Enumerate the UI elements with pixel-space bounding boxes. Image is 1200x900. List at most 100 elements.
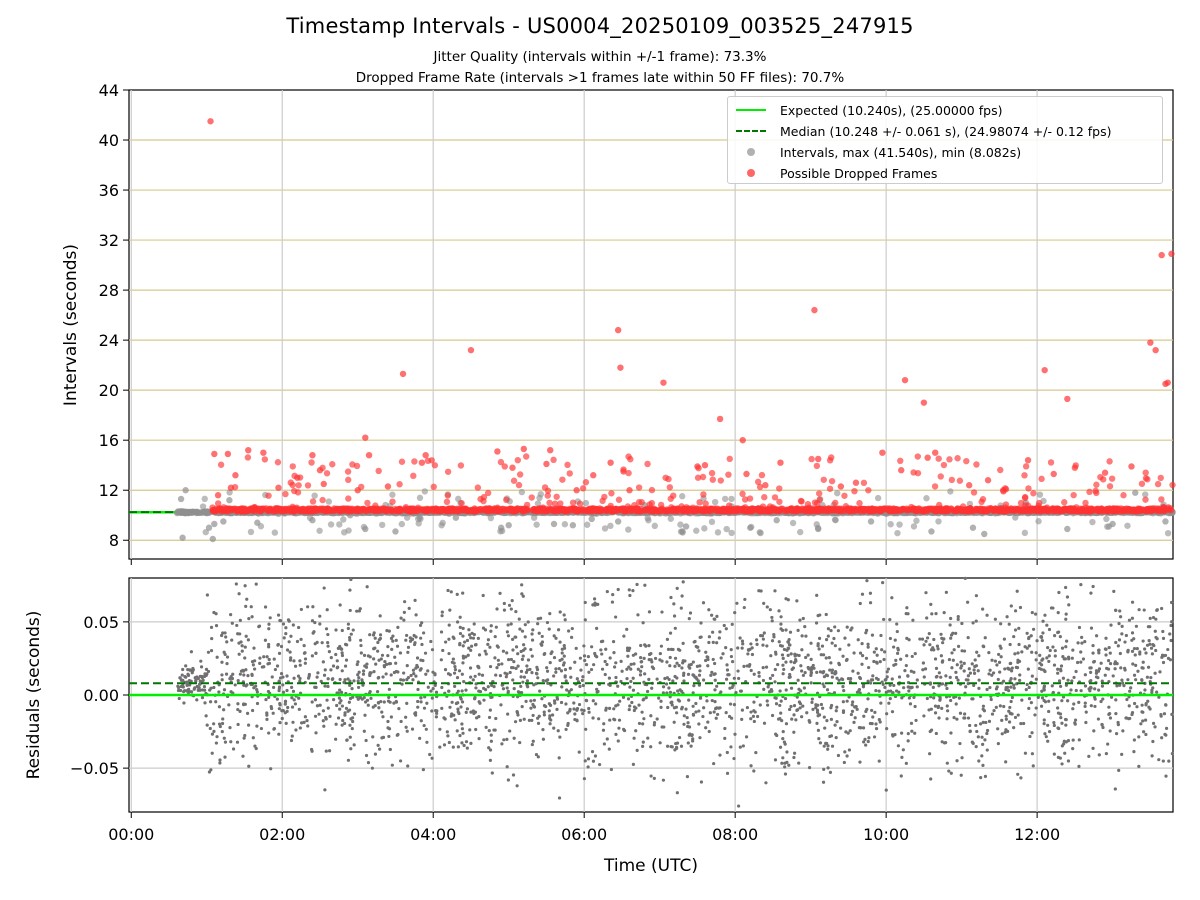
residual-point xyxy=(419,700,423,704)
dropped-outlier-point xyxy=(399,370,407,378)
dropped-point xyxy=(444,492,451,499)
dropped-point xyxy=(1165,504,1172,511)
dropped-point xyxy=(1021,472,1028,479)
residual-point xyxy=(578,656,582,660)
residual-point xyxy=(801,704,805,708)
residual-point xyxy=(983,774,988,778)
dropped-point xyxy=(1061,499,1068,506)
dropped-point xyxy=(946,456,953,463)
residual-point xyxy=(1079,583,1083,587)
dropped-point xyxy=(516,471,524,478)
dropped-outlier-point xyxy=(1147,339,1154,346)
residual-point xyxy=(984,720,988,725)
residual-point xyxy=(646,736,650,740)
residual-point xyxy=(691,704,695,708)
interval-point xyxy=(389,491,396,498)
residual-point xyxy=(980,754,984,758)
dropped-point xyxy=(1021,493,1029,501)
interval-outlier-point xyxy=(452,514,460,521)
dropped-point xyxy=(398,458,406,465)
dropped-point xyxy=(582,479,590,486)
interval-outlier-point xyxy=(1132,489,1139,496)
dropped-point xyxy=(1112,506,1119,513)
residual-point xyxy=(976,669,980,673)
residual-point xyxy=(338,707,342,711)
residual-point xyxy=(659,644,664,648)
residual-point xyxy=(303,661,307,665)
residual-point xyxy=(861,654,865,658)
dropped-point xyxy=(1169,481,1176,489)
dropped-point xyxy=(616,506,624,513)
interval-point xyxy=(721,495,729,503)
interval-point xyxy=(723,525,730,533)
dropped-point xyxy=(354,505,361,512)
residual-point xyxy=(512,736,516,740)
interval-point xyxy=(398,520,406,528)
residual-point xyxy=(554,667,558,671)
dropped-point xyxy=(997,466,1004,474)
interval-point xyxy=(935,518,942,525)
dropped-outlier-point xyxy=(1164,379,1171,386)
dropped-point xyxy=(673,507,681,515)
dropped-point xyxy=(544,487,552,494)
residual-point xyxy=(699,780,704,784)
dropped-point xyxy=(828,477,836,485)
residual-point xyxy=(850,703,854,707)
residual-point xyxy=(477,653,482,657)
dropped-point xyxy=(742,504,749,511)
interval-point xyxy=(887,521,894,528)
residual-point xyxy=(1134,663,1138,667)
interval-point xyxy=(797,528,804,536)
dropped-outlier-point xyxy=(1050,470,1057,478)
dropped-outlier-point xyxy=(614,326,622,334)
interval-point xyxy=(487,514,495,522)
interval-point xyxy=(497,528,504,535)
residual-point xyxy=(247,764,251,768)
dropped-point xyxy=(1133,507,1140,515)
residual-point xyxy=(822,767,826,771)
interval-point xyxy=(202,508,210,516)
interval-point xyxy=(625,526,632,533)
top-y-tick-label: 20 xyxy=(99,381,119,400)
dropped-outlier-point xyxy=(815,455,822,463)
residual-point xyxy=(975,729,979,734)
residual-point xyxy=(603,672,607,677)
dropped-point xyxy=(726,455,733,463)
residual-point xyxy=(1153,725,1157,729)
dropped-point xyxy=(309,498,317,505)
residual-point xyxy=(729,654,734,659)
dropped-outlier-point xyxy=(320,480,327,488)
residual-point xyxy=(668,690,673,694)
dropped-point xyxy=(402,503,410,511)
dropped-outlier-point xyxy=(275,484,282,491)
residual-point xyxy=(511,773,516,777)
residual-point xyxy=(931,685,935,689)
dropped-point xyxy=(480,497,487,505)
interval-point xyxy=(679,493,686,500)
dropped-point xyxy=(510,477,518,484)
residual-point xyxy=(1012,686,1016,690)
residual-point xyxy=(1005,615,1009,619)
interval-point xyxy=(1012,514,1019,521)
dropped-outlier-point xyxy=(617,364,624,371)
residual-point xyxy=(930,612,934,616)
dropped-point xyxy=(220,504,227,511)
dropped-point xyxy=(650,506,657,514)
interval-point xyxy=(1103,515,1110,523)
residual-point xyxy=(540,697,544,701)
interval-point xyxy=(1124,522,1131,529)
dropped-point xyxy=(557,506,565,513)
residual-point xyxy=(246,723,251,727)
residual-point xyxy=(804,655,808,660)
dropped-outlier-point xyxy=(920,399,928,406)
dropped-point xyxy=(936,501,943,509)
residual-point xyxy=(783,772,788,776)
dropped-point xyxy=(1073,504,1080,511)
dropped-point xyxy=(758,471,766,479)
dropped-point xyxy=(954,455,961,462)
residual-point xyxy=(817,636,822,641)
dropped-point xyxy=(564,461,571,469)
dropped-point xyxy=(573,507,581,514)
residual-point xyxy=(885,670,889,674)
interval-point xyxy=(247,528,255,536)
